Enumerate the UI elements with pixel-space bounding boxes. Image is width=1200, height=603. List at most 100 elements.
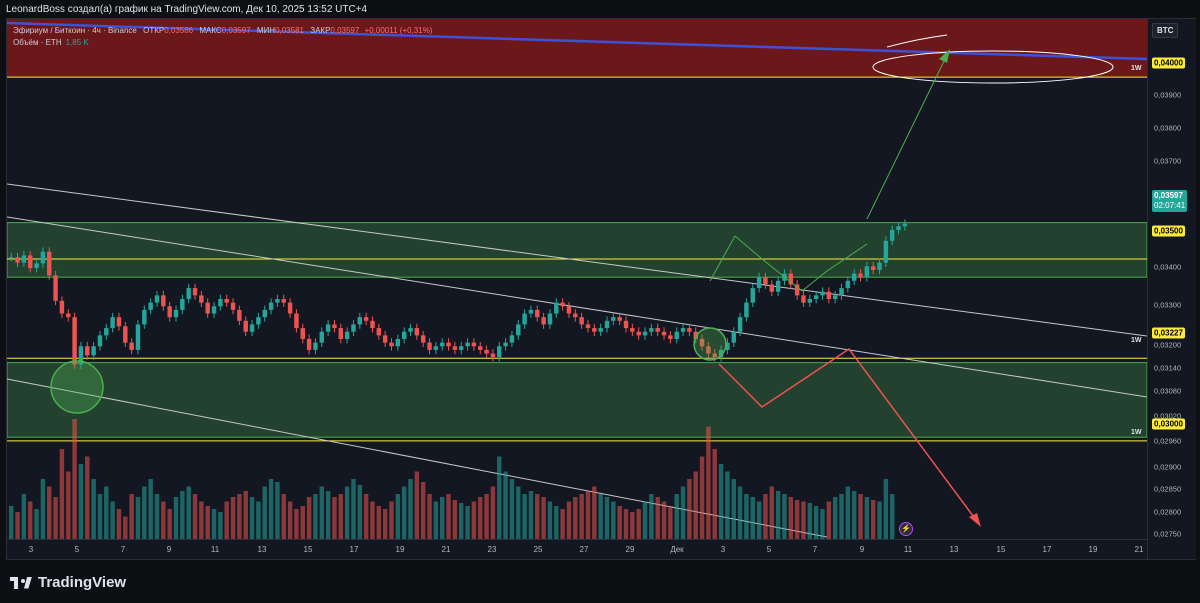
candle-body — [788, 273, 794, 285]
legend-open: 0,03586 — [164, 26, 194, 35]
candle-body — [471, 342, 477, 347]
price-label-level-bottom: 0,03000 — [1152, 418, 1185, 430]
candle-body — [756, 277, 762, 289]
candle-body — [211, 306, 217, 314]
candle-body — [40, 251, 46, 264]
time-tick: 5 — [766, 545, 772, 554]
volume-bar — [28, 501, 33, 539]
volume-bar — [680, 486, 686, 539]
volume-bar — [554, 506, 559, 539]
candle-body — [186, 288, 191, 299]
volume-bar — [782, 494, 787, 539]
candle-body — [528, 309, 534, 314]
candle-body — [363, 317, 369, 321]
legend-symbol[interactable]: Эфириум / Биткоин · 4ч · Binance — [13, 26, 137, 35]
chart-caption: LeonardBoss создал(а) график на TradingV… — [6, 4, 368, 15]
volume-bar — [420, 482, 426, 539]
time-axis[interactable]: 3 5 7 9 11 13 15 17 19 21 23 25 27 29 Де… — [7, 539, 1147, 560]
time-tick: 9 — [859, 545, 865, 554]
volume-bar — [509, 479, 515, 539]
lightning-icon[interactable]: ⚡ — [899, 522, 913, 536]
candle-body — [230, 302, 236, 310]
candle-body — [560, 302, 565, 307]
chart-canvas[interactable] — [7, 19, 1147, 539]
candle-body — [91, 346, 96, 356]
candle-body — [807, 299, 813, 303]
volume-bar — [186, 486, 191, 539]
candle-body — [294, 313, 299, 329]
target-ellipse-tail — [886, 34, 948, 48]
candle-body — [28, 255, 33, 269]
volume-bar — [224, 501, 229, 539]
legend-close-label: ЗАКР — [310, 26, 331, 35]
volume-bar — [490, 486, 496, 539]
candle-body — [706, 346, 711, 354]
volume-bar — [547, 501, 553, 539]
volume-bar — [47, 486, 52, 539]
volume-bar — [338, 494, 344, 539]
plot-area[interactable]: Эфириум / Биткоин · 4ч · Binance ОТКР0,0… — [7, 19, 1147, 539]
candle-body — [123, 326, 128, 343]
candle-body — [452, 346, 458, 350]
volume-bar — [72, 419, 77, 539]
volume-bar — [97, 494, 103, 539]
candle-body — [161, 295, 166, 307]
price-tick: 0,02900 — [1154, 462, 1182, 472]
candle-body — [351, 324, 356, 332]
price-tick: 0,03900 — [1154, 90, 1182, 100]
candle-body — [604, 320, 610, 329]
candle-body — [370, 320, 375, 329]
volume-bar — [864, 497, 870, 539]
volume-bar — [516, 486, 521, 539]
candle-body — [554, 302, 559, 314]
candle-body — [636, 331, 641, 336]
candle-body — [484, 349, 489, 354]
volume-bar — [845, 486, 851, 539]
volume-bar — [870, 500, 876, 539]
volume-bar — [230, 497, 236, 539]
volume-bar — [180, 491, 185, 539]
volume-bar — [351, 479, 356, 539]
candle-body — [72, 317, 77, 365]
volume-bar — [256, 501, 261, 539]
candle-body — [21, 255, 27, 263]
highlight-circle-right — [693, 327, 727, 361]
price-tick: 0,03080 — [1154, 386, 1182, 396]
price-tick: 0,02960 — [1154, 436, 1182, 446]
legend-volume-label[interactable]: Объём · ETH — [13, 38, 62, 47]
candle-body — [649, 328, 654, 332]
price-tick: 0,03020 — [1154, 411, 1182, 421]
channel-line-upper — [7, 183, 1147, 337]
tradingview-logo[interactable]: TradingView — [10, 574, 126, 591]
volume-bar — [522, 494, 527, 539]
volume-bar — [630, 512, 635, 539]
candle-body — [585, 324, 591, 329]
volume-bar — [154, 494, 160, 539]
candle-body — [154, 295, 160, 303]
volume-bar — [319, 486, 324, 539]
candle-body — [820, 291, 825, 296]
price-label-level-top: 0,04000 — [1152, 57, 1185, 69]
volume-bar — [300, 506, 305, 539]
time-tick: 23 — [487, 545, 497, 554]
price-tick: 0,02850 — [1154, 484, 1182, 494]
volume-bar — [604, 497, 610, 539]
price-tick: 0,03700 — [1154, 156, 1182, 166]
volume-bar — [287, 501, 293, 539]
candle-body — [769, 284, 774, 292]
currency-badge[interactable]: BTC — [1152, 23, 1179, 38]
legend-change: +0,00011 (+0,31%) — [364, 26, 433, 35]
candle-body — [446, 342, 451, 347]
volume-bar — [281, 494, 286, 539]
candle-body — [15, 257, 20, 263]
price-tick: 0,02800 — [1154, 507, 1182, 517]
time-tick: 7 — [120, 545, 126, 554]
volume-bar — [820, 509, 825, 539]
candle-body — [110, 317, 115, 329]
time-tick: 21 — [441, 545, 451, 554]
candle-body — [522, 313, 527, 325]
volume-bar — [535, 494, 540, 539]
price-axis[interactable]: BTC 0,03900 0,03800 0,03700 0,03400 0,03… — [1147, 19, 1196, 559]
volume-bar — [668, 506, 673, 539]
volume-bar — [642, 501, 648, 539]
